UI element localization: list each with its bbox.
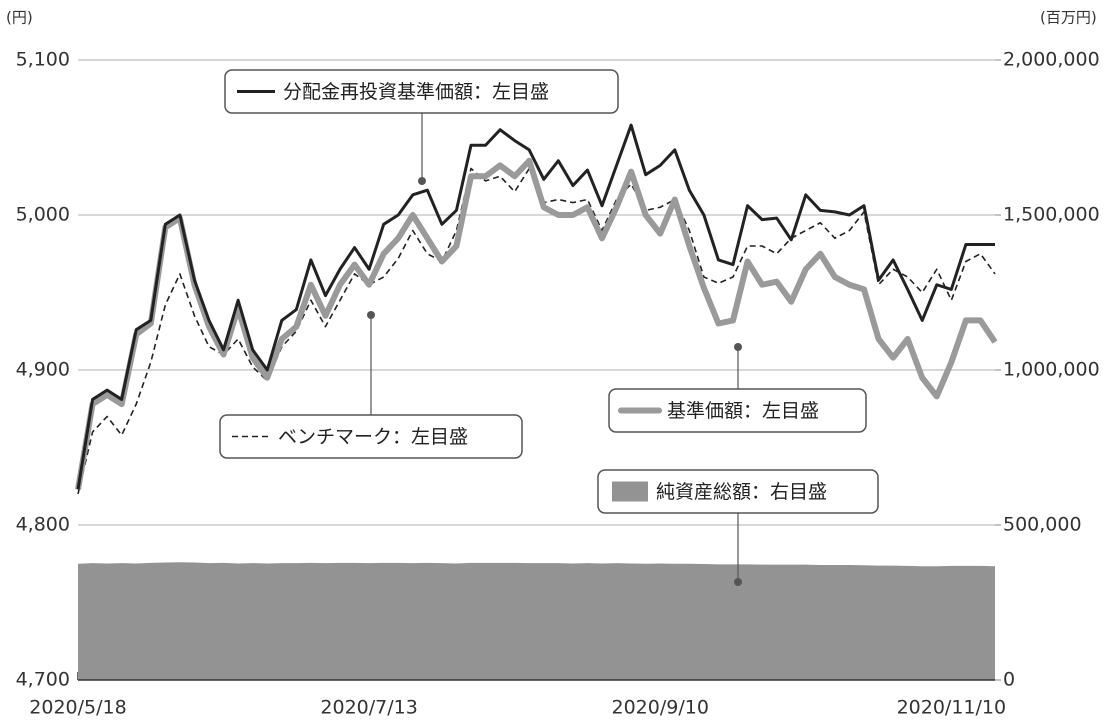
y2-tick-label: 500,000 <box>1003 514 1082 536</box>
legend-label: ベンチマーク：左目盛 <box>278 426 468 448</box>
series-line <box>75 157 998 490</box>
x-tick-label: 2020/5/18 <box>29 697 126 719</box>
callout-dot <box>734 578 742 586</box>
legend-label: 基準価額：左目盛 <box>667 400 819 422</box>
callout-dot <box>734 343 742 351</box>
callout-dot <box>418 177 426 185</box>
legend-swatch <box>612 481 648 502</box>
legend-label: 純資産総額：右目盛 <box>656 481 827 503</box>
y-tick-label: 5,100 <box>16 49 70 71</box>
y-tick-label: 4,900 <box>16 359 70 381</box>
y-unit: (円) <box>6 9 33 27</box>
x-tick-label: 2020/9/10 <box>612 697 709 719</box>
plot: 4,700 4,800 4,900 5,000 5,100 0 500,000 1,000,0… <box>16 49 1100 719</box>
x-tick-label: 2020/11/10 <box>897 697 1007 719</box>
y-tick-label: 5,000 <box>16 204 70 226</box>
area <box>78 562 995 680</box>
callout-box <box>224 69 619 114</box>
y2-tick-label: 1,000,000 <box>1003 359 1100 381</box>
legend-label: 分配金再投資基準価額：左目盛 <box>283 81 549 103</box>
y2-tick-label: 2,000,000 <box>1003 49 1100 71</box>
callout-box <box>219 414 523 459</box>
y-tick-label: 4,700 <box>16 669 70 691</box>
y2-tick-label: 0 <box>1003 669 1015 691</box>
y2-tick-label: 1,500,000 <box>1003 204 1100 226</box>
y-tick-label: 4,800 <box>16 514 70 536</box>
callout-box <box>608 388 867 433</box>
callout-box <box>597 469 879 514</box>
x-tick-label: 2020/7/13 <box>320 697 417 719</box>
y2-unit: (百万円) <box>1040 9 1097 27</box>
callout-dot <box>367 311 375 319</box>
series-line <box>76 123 995 490</box>
